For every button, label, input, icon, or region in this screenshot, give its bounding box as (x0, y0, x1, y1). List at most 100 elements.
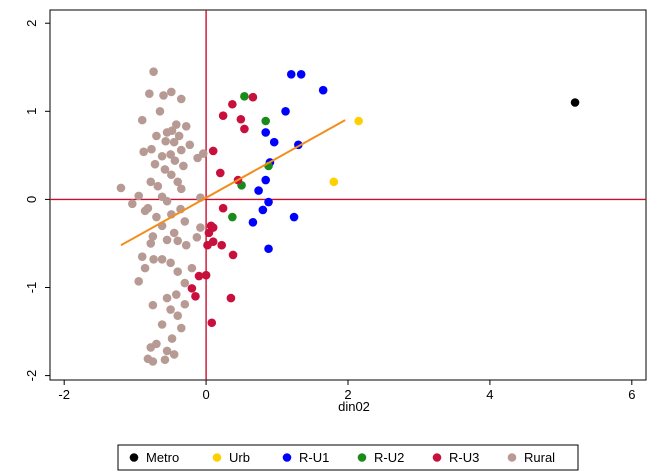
y-axis: -2 -1 0 1 2 (24, 20, 50, 382)
point-rural (187, 263, 197, 273)
fit-line (120, 119, 346, 247)
point-rural (179, 161, 188, 171)
point-r-u1 (264, 244, 273, 254)
y-tick-label: -1 (24, 282, 39, 294)
point-rural (148, 357, 158, 366)
legend-label-r-u1: R-U1 (299, 450, 329, 465)
point-rural (116, 183, 126, 193)
point-r-u3 (228, 99, 237, 109)
point-rural (196, 223, 205, 232)
legend-label-r-u3: R-U3 (449, 450, 479, 465)
point-r-u1 (281, 107, 290, 116)
legend-label-urb: Urb (229, 450, 250, 465)
x-axis-title: din02 (338, 399, 370, 414)
point-rural (161, 136, 170, 146)
point-rural (193, 153, 202, 163)
point-rural (146, 239, 156, 248)
point-rural (160, 165, 170, 174)
point-rural (180, 278, 190, 288)
legend-marker-r-u2 (357, 453, 367, 462)
point-r-u1 (261, 128, 270, 137)
point-rural (150, 159, 160, 169)
legend-label-r-u2: R-U2 (374, 450, 404, 465)
point-rural (162, 196, 172, 206)
x-axis: -2 0 2 4 6 (58, 380, 635, 402)
point-rural (162, 346, 172, 356)
point-urb (354, 116, 363, 126)
point-rural (181, 121, 191, 131)
point-rural (155, 107, 165, 116)
legend-marker-urb (212, 453, 222, 462)
point-r-u1 (318, 85, 328, 95)
point-rural (169, 350, 179, 359)
point-rural (180, 217, 190, 226)
point-r-u1 (254, 186, 263, 195)
point-rural (192, 232, 202, 242)
point-r-u3 (207, 318, 217, 328)
point-r-u3 (208, 146, 218, 156)
point-rural (146, 177, 156, 187)
x-tick-label: 2 (344, 387, 351, 402)
point-rural (176, 323, 186, 333)
point-rural (162, 293, 172, 303)
point-rural (140, 206, 150, 216)
x-tick-label: 6 (628, 387, 635, 402)
point-rural (169, 137, 179, 147)
point-rural (174, 131, 184, 141)
point-r-u1 (248, 218, 258, 227)
point-r-u1 (269, 137, 279, 147)
point-rural (140, 263, 150, 273)
point-r-u3 (226, 293, 236, 303)
point-rural (167, 126, 177, 135)
point-rural (137, 115, 147, 125)
point-r-u3 (194, 271, 204, 281)
point-rural (176, 145, 186, 155)
legend-marker-r-u3 (432, 453, 442, 462)
point-rural (152, 212, 161, 222)
point-rural (167, 87, 176, 97)
x-tick-label: -2 (58, 387, 70, 402)
point-rural (185, 140, 195, 150)
point-rural (139, 147, 148, 157)
point-rural (152, 131, 161, 141)
point-rural (180, 299, 190, 309)
legend-marker-metro (129, 453, 139, 462)
point-rural (153, 181, 163, 191)
point-rural (167, 334, 177, 343)
point-rural (157, 151, 167, 161)
y-tick-label: 1 (24, 108, 39, 115)
point-r-u1 (258, 205, 268, 215)
point-rural (159, 91, 168, 100)
reference-lines (50, 10, 646, 380)
point-r-u3 (191, 292, 200, 301)
legend-marker-r-u1 (282, 453, 292, 462)
point-metro (570, 98, 580, 107)
point-r-u3 (204, 228, 214, 238)
point-rural (176, 94, 186, 104)
point-rural (171, 120, 181, 129)
point-rural (166, 305, 175, 314)
point-rural (173, 177, 183, 187)
point-r-u2 (228, 212, 237, 222)
point-rural (181, 240, 191, 250)
point-rural (146, 343, 156, 352)
legend-label-metro: Metro (146, 450, 179, 465)
point-rural (171, 290, 181, 299)
point-r-u1 (296, 70, 306, 79)
y-tick-label: 0 (24, 196, 39, 203)
point-r-u2 (240, 92, 249, 101)
point-rural (166, 258, 175, 268)
legend-label-rural: Rural (524, 450, 555, 465)
point-rural (147, 144, 156, 154)
point-r-u1 (261, 175, 270, 185)
point-r-u3 (240, 124, 249, 134)
point-rural (157, 320, 167, 329)
y-tick-label: -2 (24, 370, 39, 382)
point-r-u3 (218, 203, 228, 213)
point-r-u3 (215, 168, 225, 178)
legend-box (117, 444, 579, 471)
point-rural (162, 235, 172, 245)
point-r-u2 (261, 116, 270, 126)
data-points (116, 67, 580, 366)
